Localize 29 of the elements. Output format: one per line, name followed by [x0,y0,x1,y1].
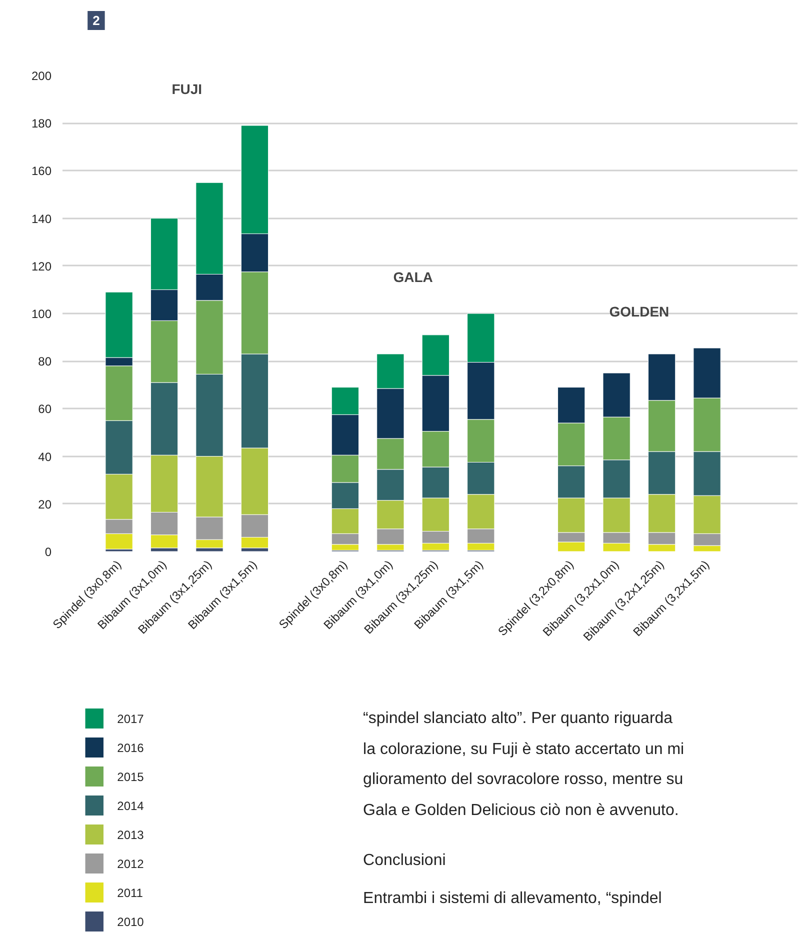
legend-label: 2014 [117,799,144,813]
y-tick-label: 200 [31,69,52,83]
text: Entrambi i sistemi di allevamento, “spindel [363,890,662,907]
text: glioramento del sovracolore rosso, mentre su [363,771,684,788]
annotation: GOLDEN [609,303,670,320]
legend-label: 2012 [117,857,144,871]
y-tick-label: 0 [44,545,52,559]
y-tick-label: 80 [38,354,52,369]
annotation: GALA [393,268,433,285]
y-tick-label: 120 [31,259,52,274]
y-tick-label: 180 [31,116,52,131]
legend-label: 2015 [117,770,144,784]
text: Gala e Golden Delicious ciò non è avvenuto. [363,802,679,819]
legend-label: 2017 [117,712,144,726]
text: la colorazione, su Fuji è stato accertato un mi [363,741,684,758]
chart-title: 2 [92,13,100,28]
legend-label: 2016 [117,741,144,755]
y-tick-label: 100 [31,307,52,321]
legend-label: 2013 [117,828,144,842]
y-tick-label: 160 [31,164,52,178]
y-tick-label: 20 [38,497,52,512]
text: “spindel slanciato alto”. Per quanto riguarda [363,710,673,727]
annotation: FUJI [172,80,202,97]
y-tick-label: 140 [31,212,52,226]
y-tick-label: 40 [38,450,52,464]
legend-label: 2010 [117,915,144,929]
legend-label: 2011 [117,886,144,900]
text: Conclusioni [363,852,446,869]
y-tick-label: 60 [38,402,52,416]
